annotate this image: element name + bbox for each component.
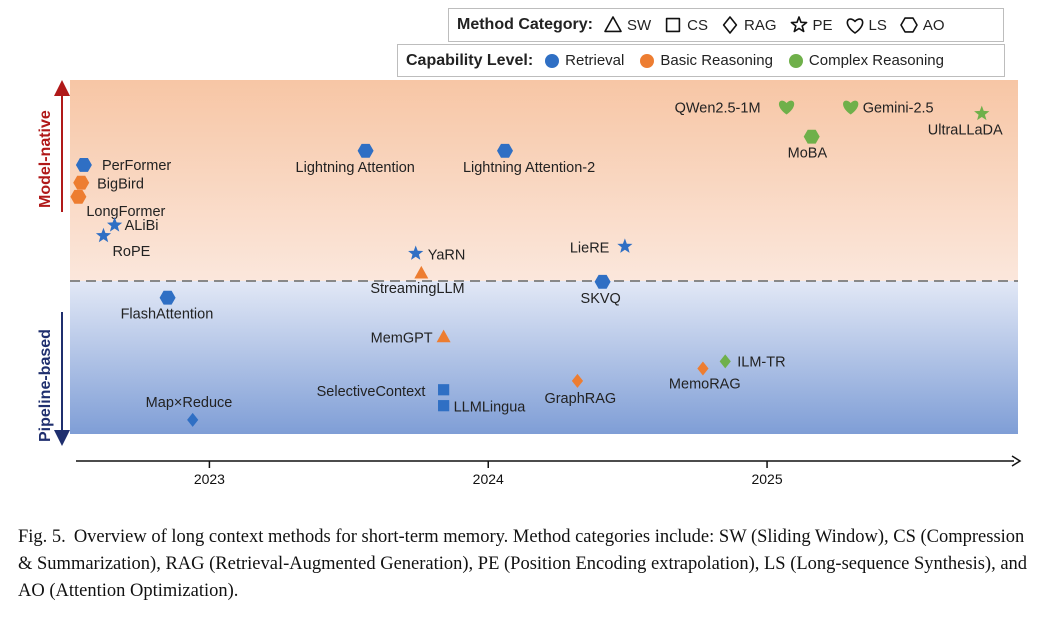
square-marker [438,384,450,396]
point-label: Lightning Attention-2 [463,160,595,176]
model-native-region [70,80,1018,281]
method-legend-label: AO [922,16,945,34]
point-label: SKVQ [581,291,621,307]
point-label: YaRN [428,247,466,263]
method-legend-label: PE [812,16,833,34]
point-label: UltraLLaDA [928,123,1003,139]
caption-text: Overview of long context methods for sho… [18,527,1028,601]
method-legend-label: SW [627,16,652,34]
point-label: LieRE [570,240,610,256]
star-marker [408,245,424,260]
x-axis-ticks: 2023 2024 2025 [194,461,783,487]
method-legend-item: CS [663,15,708,35]
point-label: SelectiveContext [317,384,426,400]
capability-level-title: Capability Level: [406,51,534,69]
hexagon-marker [159,290,176,305]
diamond-marker [187,412,199,427]
method-legend-item: SW [603,15,651,35]
x-tick-label: 2023 [194,471,225,487]
hexagon-marker [75,158,92,172]
method-legend-label: RAG [744,16,777,34]
diamond-marker [697,361,709,376]
point-label: MoBA [788,146,828,162]
method-legend-item: LS [845,15,887,35]
star-marker [95,227,112,243]
hexagon-marker [497,143,513,158]
point-label: MemoRAG [669,377,741,393]
triangle-marker [436,329,451,343]
point-label: StreamingLLM [370,281,464,297]
method-legend-label: CS [687,16,709,34]
point-label: QWen2.5-1M [675,101,761,117]
point-label: LongFormer [86,204,165,220]
square-icon [665,17,681,33]
hexagon-marker [803,129,820,144]
diamond-marker [719,354,731,369]
point-label: Map×Reduce [146,395,233,411]
timeline-scatter-chart: Model-native Pipeline-based 2023 2024 2025… [37,80,1022,487]
level-legend-label: Complex Reasoning [808,52,944,69]
x-axis-arrowhead [1011,455,1022,467]
heart-icon [846,18,863,34]
circle-icon [640,53,655,68]
heart-marker [778,100,795,115]
point-label: Gemini-2.5 [863,101,934,117]
level-legend-item: Retrieval [543,52,624,70]
level-legend-item: Complex Reasoning [787,52,944,70]
hexagon-marker [594,274,611,289]
triangle-marker [414,265,429,279]
caption-label: Fig. 5. [18,527,66,547]
capability-level-items: Retrieval Basic Reasoning Complex Reasonin… [543,52,944,70]
point-label: FlashAttention [121,307,214,323]
method-legend-item: RAG [720,15,777,35]
capability-level-legend: Capability Level: Retrieval Basic Reasoni… [397,44,1005,77]
point-label: MemGPT [371,331,433,347]
x-tick-label: 2024 [473,471,504,487]
circle-icon [545,53,560,68]
level-legend-label: Basic Reasoning [660,52,773,69]
method-category-legend: Method Category: SW CS RAG PE LS AO [448,8,1004,42]
method-legend-label: LS [868,16,887,34]
hexagon-marker [70,189,87,204]
hexagon-marker [73,175,90,190]
x-tick-label: 2025 [751,471,782,487]
point-label: Lightning Attention [296,160,415,176]
star-marker [974,105,990,121]
point-label: GraphRAG [544,391,616,407]
method-legend-item: AO [899,15,945,35]
triangle-icon [604,16,622,33]
point-label: BigBird [97,177,144,193]
pipeline-based-label: Pipeline-based [37,329,54,442]
diamond-icon [722,16,738,34]
point-label: LLMLingua [454,400,527,416]
pipeline-based-region [70,281,1018,434]
hexagon-icon [900,17,918,33]
diamond-marker [571,373,584,388]
point-label: ILM-TR [737,354,785,370]
method-category-items: SW CS RAG PE LS AO [603,15,945,35]
point-label: RoPE [112,244,150,260]
point-label: PerFormer [102,158,171,174]
circle-icon [788,53,803,68]
star-icon [790,16,807,33]
method-category-title: Method Category: [457,16,593,33]
method-legend-item: PE [789,15,833,35]
point-label: ALiBi [125,218,159,234]
model-native-label: Model-native [37,110,54,208]
heart-marker [843,100,859,115]
star-marker [617,238,633,253]
level-legend-item: Basic Reasoning [638,52,773,70]
hexagon-marker [357,143,374,158]
star-marker [107,217,123,232]
square-marker [438,400,450,412]
level-legend-label: Retrieval [565,52,625,69]
figure-caption: Fig. 5. Overview of long context methods … [18,524,1034,605]
